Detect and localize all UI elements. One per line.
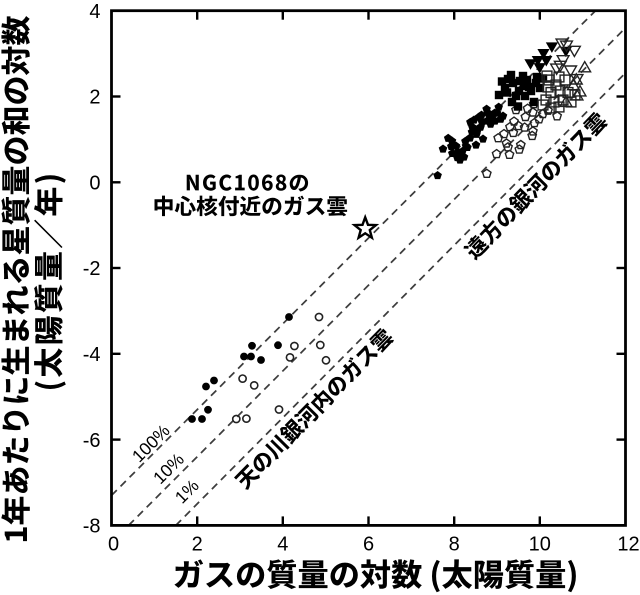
svg-text:0: 0: [108, 534, 119, 556]
svg-text:-6: -6: [83, 430, 101, 452]
svg-text:-2: -2: [83, 258, 101, 280]
svg-text:2: 2: [89, 87, 100, 109]
svg-text:6: 6: [363, 534, 374, 556]
svg-text:4: 4: [277, 534, 288, 556]
svg-text:8: 8: [449, 534, 460, 556]
svg-text:12: 12: [617, 534, 639, 556]
svg-text:-4: -4: [83, 344, 101, 366]
svg-text:10: 10: [529, 534, 551, 556]
svg-text:0: 0: [89, 173, 100, 195]
svg-text:2: 2: [192, 534, 203, 556]
svg-text:4: 4: [89, 1, 100, 23]
svg-text:-8: -8: [83, 516, 101, 538]
